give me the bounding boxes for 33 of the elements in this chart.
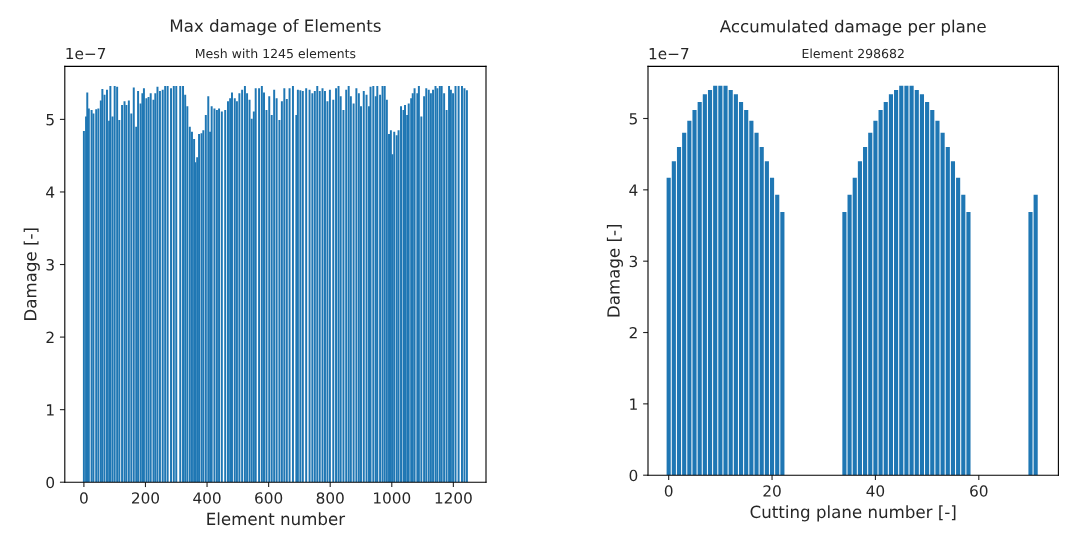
y-tick-label: 2: [629, 326, 637, 339]
x-tick-label: 40: [866, 485, 885, 497]
y-tick-label: 5: [629, 113, 637, 125]
y-tick-label: 0: [629, 469, 638, 482]
y-tick-label: 2: [46, 331, 54, 343]
y-axis-title: Damage [-]: [606, 224, 623, 317]
x-tick-label: 200: [132, 492, 160, 504]
x-tick-label: 1200: [435, 492, 472, 504]
text: 1e−7: [66, 47, 106, 60]
x-tick-label: 800: [316, 492, 344, 504]
y-tick-label: 3: [629, 255, 638, 268]
y-tick-label: 1: [47, 404, 54, 416]
y-tick-label: 1: [630, 398, 637, 410]
chart-subtitle: Element 298682: [802, 48, 904, 59]
x-axis-title: Cutting plane number [-]: [750, 505, 956, 522]
chart-subtitle: Mesh with 1245 elements: [196, 48, 356, 59]
x-tick-label: 600: [255, 492, 283, 504]
x-tick-label: 1000: [374, 492, 411, 504]
x-axis-title: Element number: [207, 512, 346, 526]
y-tick-label: 4: [46, 186, 55, 198]
x-tick-label: 400: [193, 492, 221, 504]
x-tick-label: 0: [664, 485, 673, 497]
y-tick-label: 5: [46, 114, 54, 126]
x-tick-label: 0: [80, 492, 88, 504]
chart-title: Accumulated damage per plane: [719, 19, 986, 36]
y-tick-label: 3: [46, 258, 54, 271]
text: 1e−7: [649, 48, 689, 60]
chart-title: Max damage of Elements: [170, 19, 381, 36]
y-tick-label: 0: [46, 476, 55, 489]
y-axis-title: Damage [-]: [23, 228, 40, 321]
x-tick-label: 20: [763, 485, 781, 497]
y-tick-label: 4: [629, 184, 638, 196]
x-tick-label: 60: [970, 485, 988, 497]
